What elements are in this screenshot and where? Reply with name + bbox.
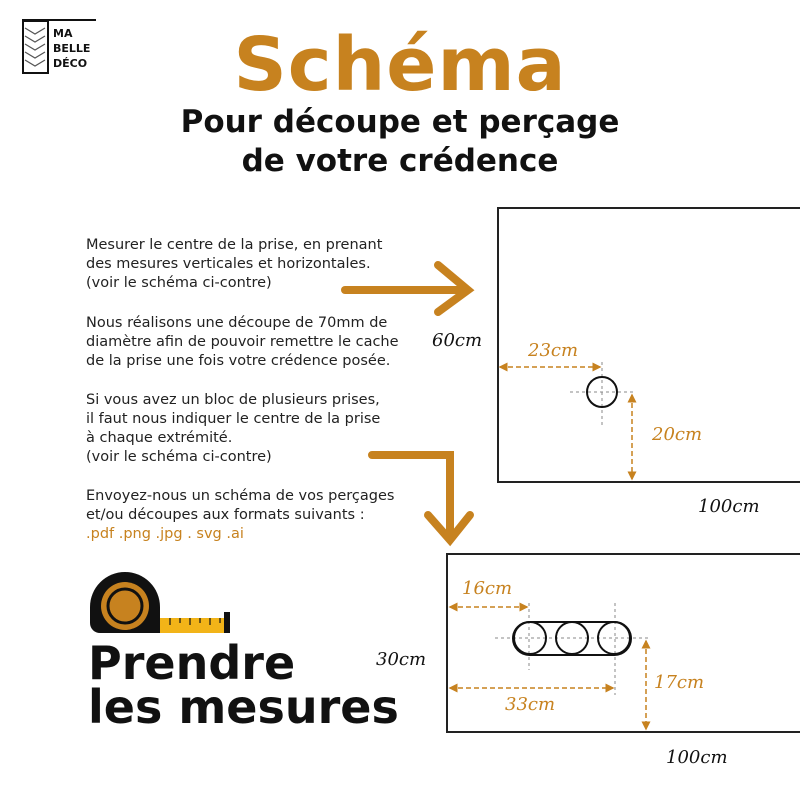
text-line: Si vous avez un bloc de plusieurs prises… <box>86 392 380 408</box>
diagram2-left-label: 16cm <box>462 578 513 599</box>
text-line: à chaque extrémité. <box>86 430 233 446</box>
instruction-paragraph-3: Si vous avez un bloc de plusieurs prises… <box>86 391 416 467</box>
diagram2-right-label: 33cm <box>505 694 556 715</box>
diagram1-vertical-label: 20cm <box>652 424 703 445</box>
footer-heading-line-2: les mesures <box>88 680 399 734</box>
socket-block <box>512 621 632 656</box>
subtitle-line-2: de votre crédence <box>241 143 559 179</box>
socket-circle <box>597 621 631 655</box>
logo-text: MA BELLE DÉCO <box>53 26 90 71</box>
socket-circle <box>586 376 618 408</box>
footer-heading-line-1: Prendre <box>88 636 296 690</box>
text-line: de la prise une fois votre crédence posé… <box>86 353 391 369</box>
file-formats: .pdf .png .jpg . svg .ai <box>86 526 244 542</box>
instruction-paragraph-2: Nous réalisons une découpe de 70mm de di… <box>86 314 416 371</box>
subtitle-line-1: Pour découpe et perçage <box>180 104 620 140</box>
diagram2-width-label: 100cm <box>666 747 728 768</box>
diagram2-vertical-label: 17cm <box>654 672 705 693</box>
diagram1-width-label: 100cm <box>698 496 760 517</box>
logo-line: MA <box>53 27 73 40</box>
logo-line: BELLE <box>53 42 91 55</box>
diagram-multi-socket <box>446 553 800 733</box>
page-title: Schéma <box>233 22 567 108</box>
text-line: et/ou découpes aux formats suivants : <box>86 507 365 523</box>
diagram2-height-label: 30cm <box>376 649 427 670</box>
text-line: Envoyez-nous un schéma de vos perçages <box>86 488 395 504</box>
diagram1-horizontal-label: 23cm <box>528 340 579 361</box>
panel-outline <box>446 553 800 733</box>
text-line: (voir le schéma ci-contre) <box>86 449 272 465</box>
right-arrow-icon <box>341 261 475 316</box>
logo-pattern-icon <box>22 19 96 74</box>
diagram1-height-label: 60cm <box>432 330 483 351</box>
instruction-paragraph-4: Envoyez-nous un schéma de vos perçages e… <box>86 487 416 544</box>
text-line: (voir le schéma ci-contre) <box>86 275 272 291</box>
text-line: il faut nous indiquer le centre de la pr… <box>86 411 381 427</box>
socket-circle <box>513 621 547 655</box>
down-arrow-icon <box>368 451 474 547</box>
text-line: Nous réalisons une découpe de 70mm de <box>86 315 388 331</box>
instruction-paragraph-1: Mesurer le centre de la prise, en prenan… <box>86 236 416 293</box>
text-line: Mesurer le centre de la prise, en prenan… <box>86 237 383 253</box>
panel-outline <box>497 207 800 483</box>
socket-circle <box>555 621 589 655</box>
tape-measure-icon <box>90 572 230 633</box>
text-line: des mesures verticales et horizontales. <box>86 256 371 272</box>
logo-line: DÉCO <box>53 57 88 70</box>
text-line: diamètre afin de pouvoir remettre le cac… <box>86 334 399 350</box>
diagram-single-socket <box>497 207 800 483</box>
